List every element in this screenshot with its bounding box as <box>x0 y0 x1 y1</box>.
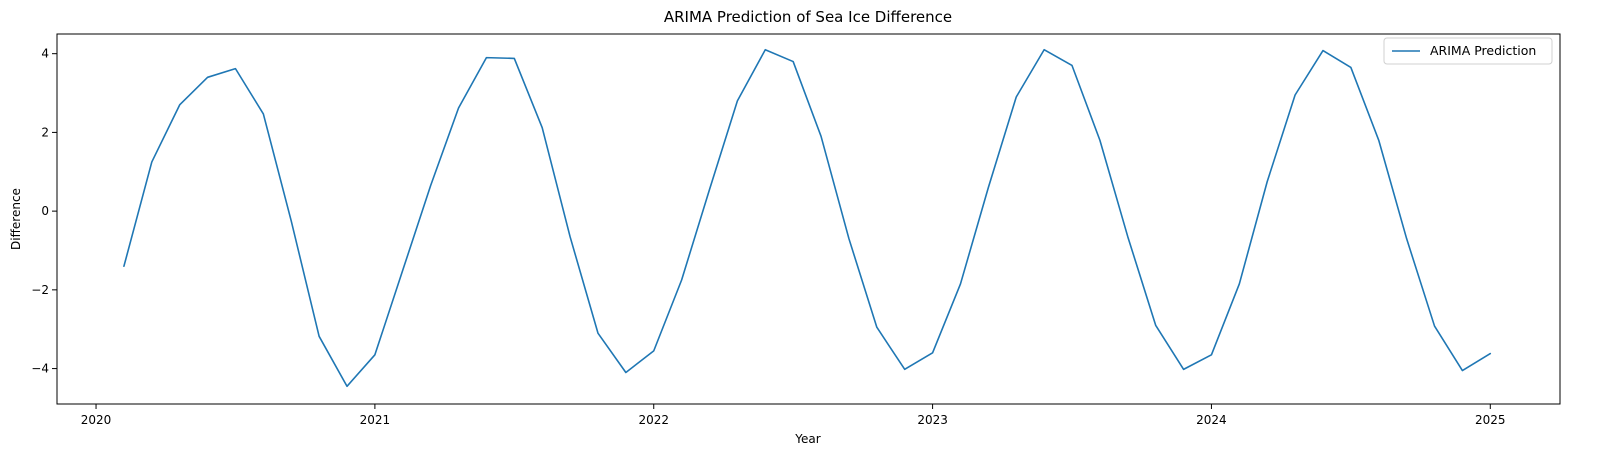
x-tick-label: 2024 <box>1196 413 1227 427</box>
y-tick-label: −2 <box>31 283 49 297</box>
x-axis-label: Year <box>794 432 820 446</box>
y-tick-label: 4 <box>41 47 49 61</box>
y-tick-label: −4 <box>31 362 49 376</box>
x-tick-label: 2025 <box>1475 413 1506 427</box>
legend: ARIMA Prediction <box>1383 37 1553 65</box>
tick-layer: 2020 2021 2022 2023 2024 2025 −4 −2 0 2 4 <box>31 47 1505 427</box>
chart-title: ARIMA Prediction of Sea Ice Difference <box>664 8 952 26</box>
x-tick-label: 2022 <box>638 413 669 427</box>
series-layer <box>123 48 1492 388</box>
x-tick-label: 2020 <box>81 413 112 427</box>
series-line-arima-prediction <box>123 48 1492 388</box>
plot-frame <box>56 33 1561 405</box>
y-tick-label: 2 <box>41 125 49 139</box>
x-tick-label: 2023 <box>917 413 948 427</box>
y-tick-label: 0 <box>41 204 49 218</box>
legend-frame <box>1383 37 1553 65</box>
legend-label-arima-prediction: ARIMA Prediction <box>1430 43 1536 58</box>
y-axis-label: Difference <box>9 188 23 250</box>
x-tick-label: 2021 <box>360 413 391 427</box>
